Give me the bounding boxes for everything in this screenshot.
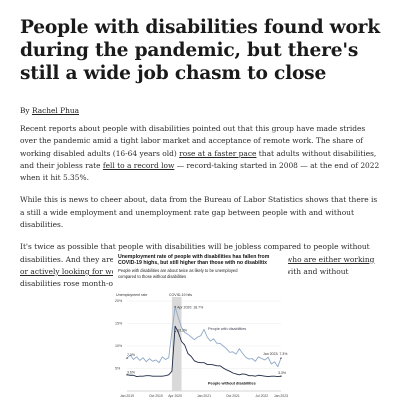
annotation-dot — [174, 306, 176, 308]
x-tick-label: Jan 2021 — [197, 394, 211, 398]
labor-force-link[interactable]: people who are either working or activel… — [20, 254, 375, 276]
series-line-disabilities — [126, 306, 282, 368]
covid-label: COVID-19 hits — [169, 293, 192, 297]
x-tick-label: Oct 2019 — [149, 394, 163, 398]
headline: People with disabilities found work duri… — [20, 17, 380, 84]
annotation-label: Apr 2020: 18.7% — [177, 305, 203, 309]
p1-text-1: Recent reports about people with disabil… — [20, 124, 366, 158]
record-low-link[interactable]: fell to a record low — [102, 160, 175, 170]
x-tick-label: Jan 2019 — [120, 394, 134, 398]
y-tick-label: 10% — [115, 344, 123, 348]
p1-text-3: — record-taking started in 2008 — at the… — [20, 160, 380, 183]
annotation-label: Jan 2023: 7.3% — [263, 352, 287, 356]
x-tick-label: Oct 2021 — [226, 394, 240, 398]
author-link[interactable]: Rachel Phua — [31, 106, 79, 115]
annotation-dot — [280, 357, 282, 359]
x-tick-label: Jul 2022 — [255, 394, 268, 398]
series-label-disabilities: People with disabilities — [208, 327, 246, 331]
annotation-label: 13.2% — [177, 329, 187, 333]
annotation-label: 7.3% — [127, 353, 135, 357]
y-axis-label: Unemployment rate — [116, 293, 147, 297]
x-tick-label: Apr 2020 — [168, 394, 182, 398]
annotation-label: 3.6% — [127, 370, 135, 374]
byline: By Rachel Phua — [20, 106, 382, 116]
p1-text-2: that adults without disabilities, and th… — [20, 148, 377, 170]
annotation-dot — [280, 375, 282, 377]
covid-highlight-band — [171, 297, 182, 391]
unemployment-line-chart: Unemployment rate 20% 15% 10% 5% COVID-19 hit… — [115, 293, 288, 398]
y-tick-label: 20% — [115, 299, 123, 303]
series-line-no-disabilities — [126, 325, 282, 378]
paragraph-2: While this is news to cheer about, data … — [20, 195, 378, 230]
annotation-label: 3.3% — [278, 371, 286, 375]
y-tick-label: 15% — [115, 322, 123, 326]
annotation-dot — [126, 357, 128, 359]
chart-title: Unemployment rate of people with disabil… — [118, 254, 270, 267]
x-tick-label: Jan 2023 — [274, 394, 288, 398]
series-label-no-disabilities: People without disabilities — [208, 382, 256, 386]
chart-subtitle: People with disabilities are about twice… — [118, 268, 238, 279]
paragraph-1: Recent reports about people with disabil… — [20, 123, 382, 184]
annotation-dot — [126, 374, 128, 376]
chart-figure: Unemployment rate of people with disabil… — [113, 253, 288, 400]
annotation-dot — [174, 330, 176, 333]
byline-prefix: By — [20, 106, 32, 115]
article: People with disabilities found work duri… — [20, 16, 382, 291]
rose-faster-link[interactable]: rose at a faster pace — [179, 148, 257, 158]
y-tick-label: 5% — [115, 367, 121, 371]
